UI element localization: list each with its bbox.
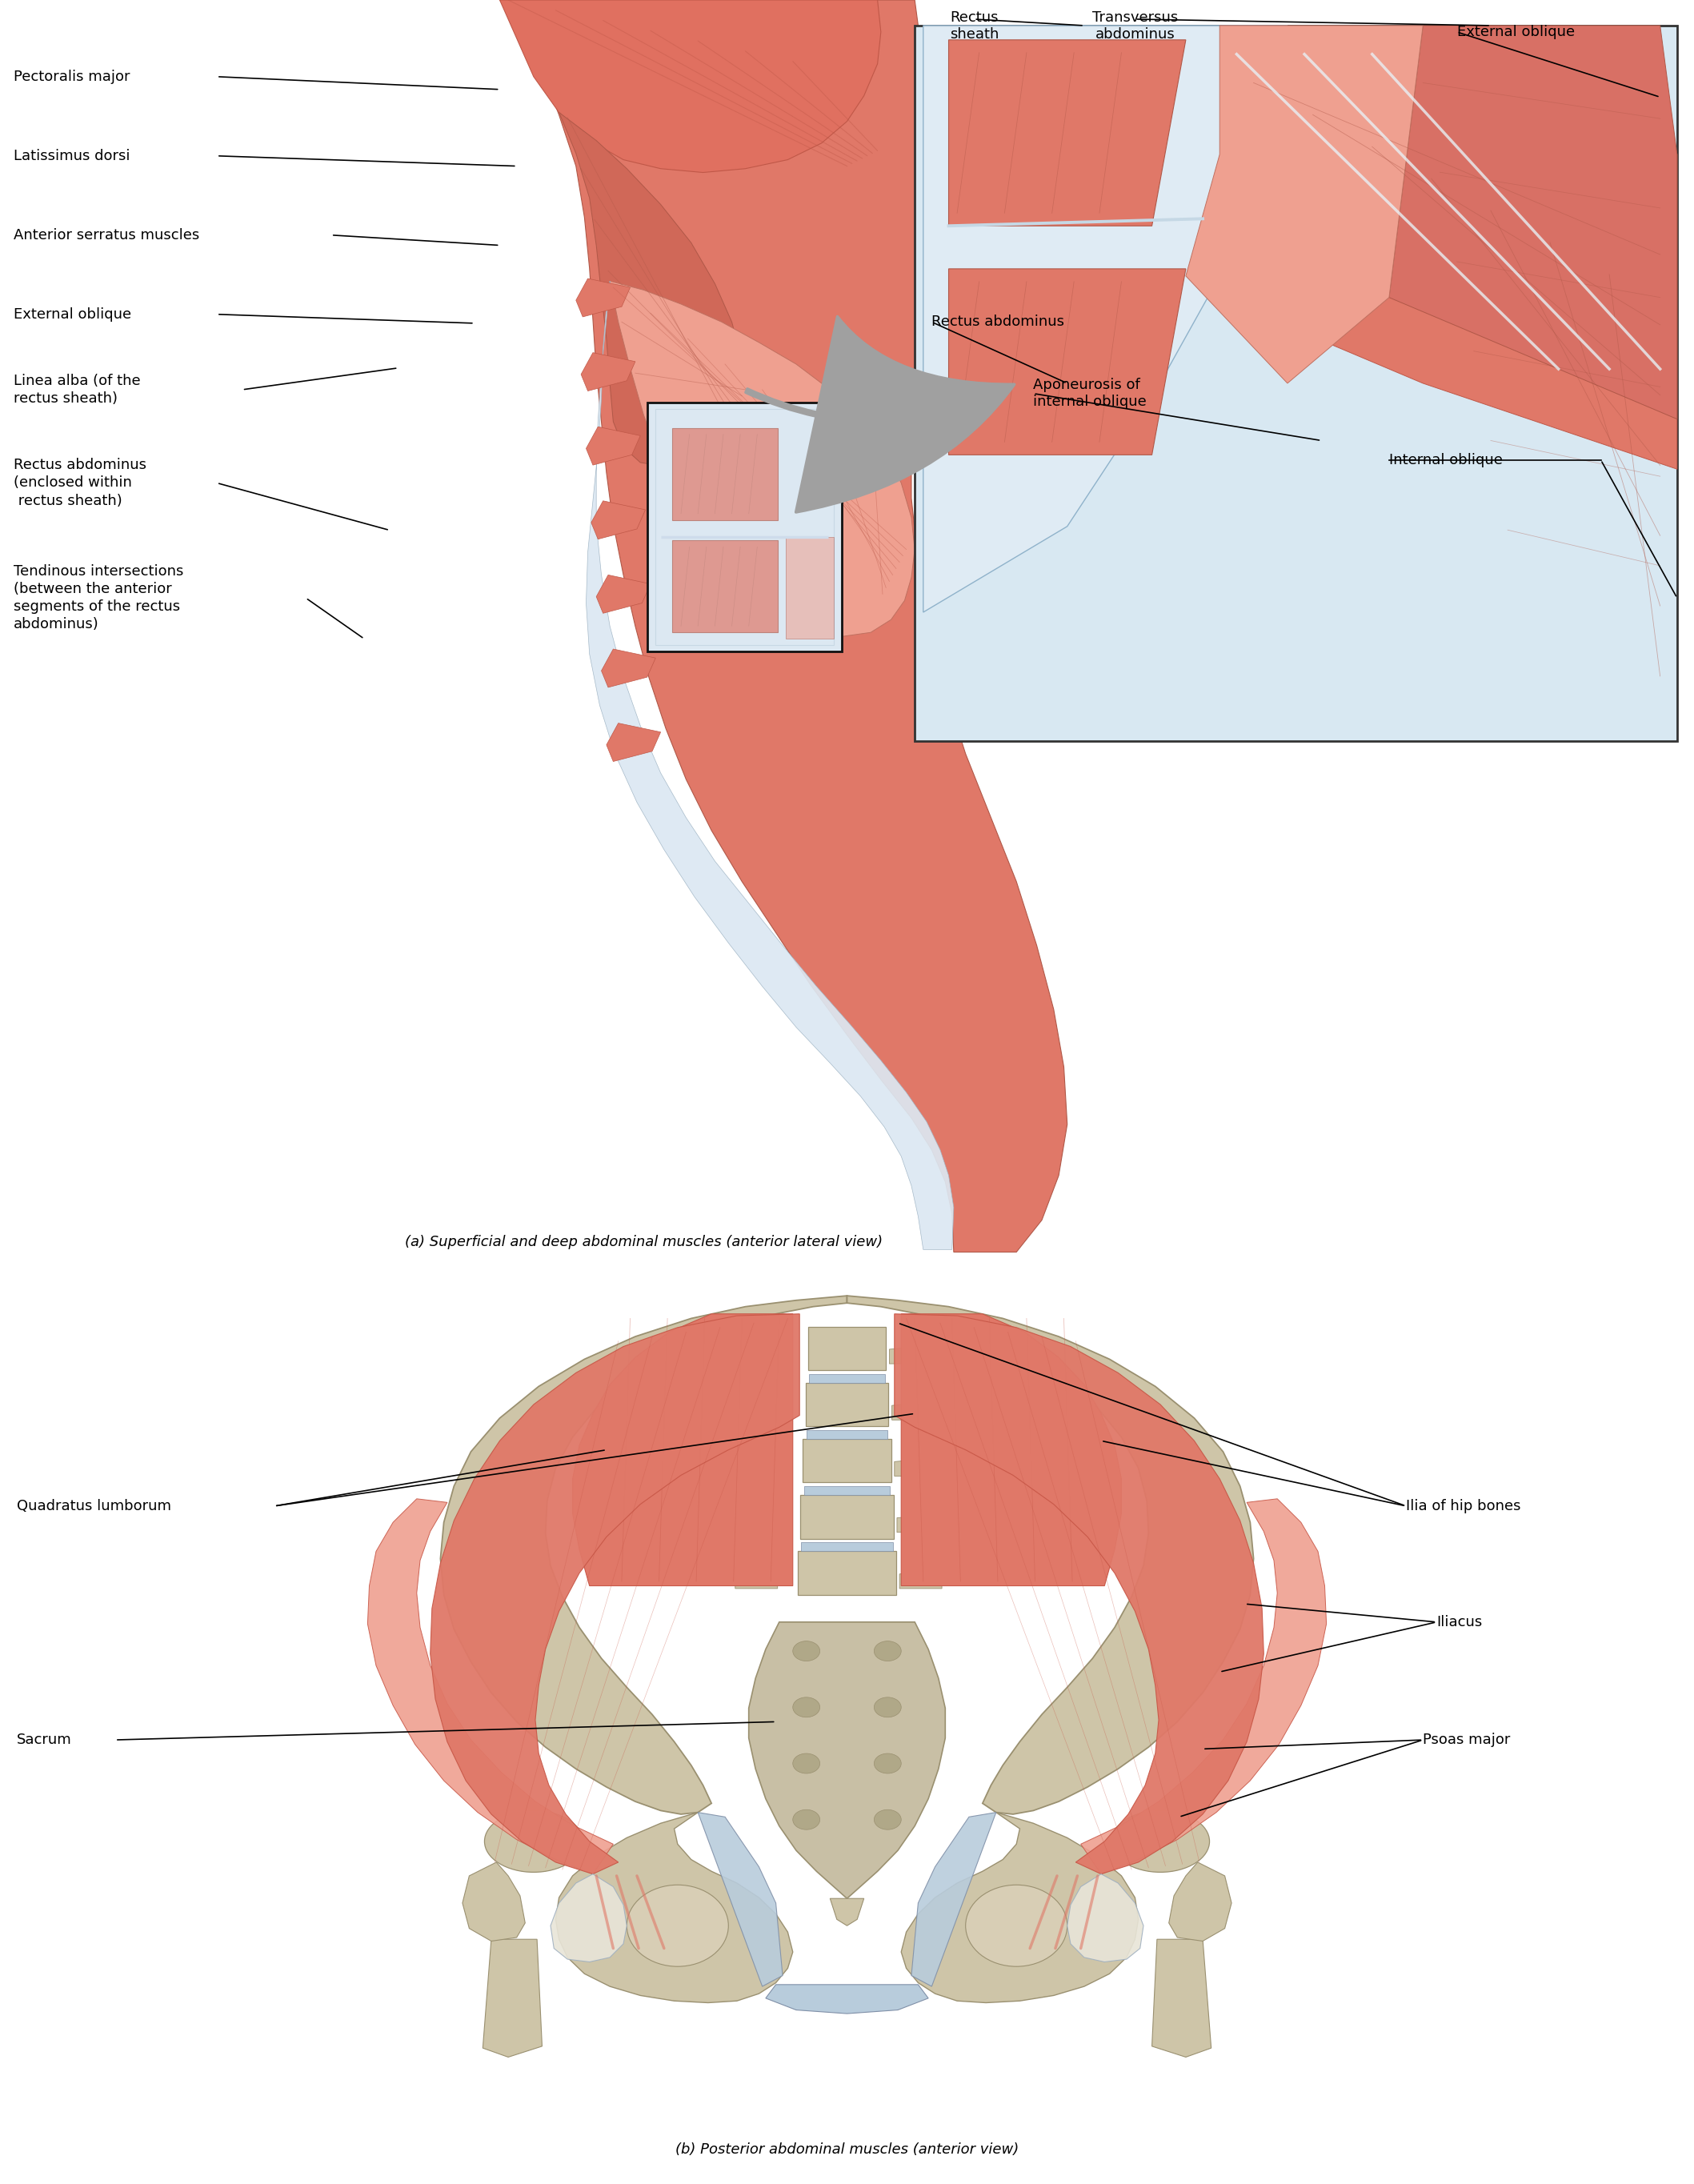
Bar	[647, 402, 842, 651]
Polygon shape	[847, 1295, 1254, 1815]
Polygon shape	[949, 39, 1186, 225]
Polygon shape	[673, 539, 778, 633]
Ellipse shape	[627, 1885, 728, 1966]
Polygon shape	[551, 1874, 627, 1961]
Text: Iliacus: Iliacus	[1437, 1614, 1482, 1629]
Polygon shape	[559, 111, 742, 467]
Bar	[806, 1431, 888, 1439]
Polygon shape	[901, 1813, 1138, 2003]
Ellipse shape	[874, 1754, 901, 1773]
Text: Internal oblique: Internal oblique	[1389, 452, 1503, 467]
Text: Rectus abdominus: Rectus abdominus	[932, 314, 1064, 330]
Polygon shape	[596, 574, 650, 614]
Polygon shape	[440, 1295, 847, 1815]
Text: Latissimus dorsi: Latissimus dorsi	[14, 149, 130, 164]
Polygon shape	[901, 1315, 1121, 1586]
Text: Sacrum: Sacrum	[17, 1732, 71, 1747]
Polygon shape	[656, 408, 833, 644]
Polygon shape	[893, 1402, 935, 1420]
Polygon shape	[766, 1985, 928, 2014]
Polygon shape	[601, 649, 656, 688]
Text: Rectus
sheath: Rectus sheath	[950, 11, 998, 41]
Polygon shape	[898, 1514, 940, 1533]
Text: (b) Posterior abdominal muscles (anterior view): (b) Posterior abdominal muscles (anterio…	[676, 2143, 1018, 2158]
Polygon shape	[749, 1623, 945, 1898]
Polygon shape	[742, 1402, 784, 1420]
Polygon shape	[462, 1863, 525, 1942]
Ellipse shape	[874, 1640, 901, 1662]
Text: External oblique: External oblique	[14, 308, 130, 321]
Polygon shape	[698, 1813, 783, 1987]
Polygon shape	[586, 282, 954, 1249]
Bar	[801, 1542, 893, 1551]
Polygon shape	[923, 26, 1287, 612]
Text: Anterior serratus muscles: Anterior serratus muscles	[14, 227, 200, 242]
Polygon shape	[1067, 1874, 1143, 1961]
Polygon shape	[556, 1813, 793, 2003]
Polygon shape	[737, 1514, 779, 1533]
Bar	[806, 1382, 888, 1426]
Polygon shape	[889, 1345, 932, 1363]
Text: External oblique: External oblique	[1457, 24, 1574, 39]
Ellipse shape	[793, 1697, 820, 1717]
Bar	[803, 1439, 891, 1483]
Polygon shape	[786, 537, 833, 638]
Ellipse shape	[1111, 1811, 1210, 1872]
Ellipse shape	[484, 1811, 583, 1872]
Polygon shape	[581, 352, 635, 391]
Polygon shape	[1169, 1863, 1232, 1942]
Text: (a) Superficial and deep abdominal muscles (anterior lateral view): (a) Superficial and deep abdominal muscl…	[405, 1234, 883, 1249]
Polygon shape	[368, 1498, 613, 1874]
Bar	[800, 1496, 894, 1540]
Ellipse shape	[793, 1640, 820, 1662]
Bar	[915, 26, 1677, 740]
Text: Aponeurosis of
internal oblique: Aponeurosis of internal oblique	[1033, 378, 1147, 408]
Polygon shape	[483, 1939, 542, 2057]
Text: Psoas major: Psoas major	[1423, 1732, 1511, 1747]
Polygon shape	[606, 723, 661, 762]
Polygon shape	[430, 1315, 800, 1874]
Polygon shape	[949, 269, 1186, 454]
Text: Linea alba (of the
rectus sheath): Linea alba (of the rectus sheath)	[14, 373, 141, 406]
Polygon shape	[610, 282, 915, 636]
Polygon shape	[900, 1570, 942, 1588]
Polygon shape	[745, 1345, 788, 1363]
Ellipse shape	[793, 1754, 820, 1773]
Bar	[810, 1374, 884, 1382]
Polygon shape	[500, 0, 881, 173]
Text: Tendinous intersections
(between the anterior
segments of the rectus
abdominus): Tendinous intersections (between the ant…	[14, 563, 183, 631]
Polygon shape	[591, 500, 645, 539]
Polygon shape	[1220, 26, 1677, 470]
Polygon shape	[911, 1813, 996, 1987]
Ellipse shape	[874, 1697, 901, 1717]
Polygon shape	[735, 1570, 778, 1588]
Polygon shape	[500, 0, 1067, 1251]
Bar	[798, 1551, 896, 1594]
Polygon shape	[830, 1898, 864, 1926]
Polygon shape	[586, 426, 640, 465]
Ellipse shape	[966, 1885, 1067, 1966]
Polygon shape	[1186, 26, 1423, 384]
Polygon shape	[647, 402, 842, 651]
Polygon shape	[576, 280, 630, 317]
Text: Pectoralis major: Pectoralis major	[14, 70, 130, 83]
Text: Quadratus lumborum: Quadratus lumborum	[17, 1498, 171, 1514]
Ellipse shape	[793, 1811, 820, 1830]
Polygon shape	[740, 1459, 783, 1476]
Polygon shape	[894, 1459, 937, 1476]
Polygon shape	[1389, 26, 1677, 419]
Polygon shape	[673, 428, 778, 520]
Text: Ilia of hip bones: Ilia of hip bones	[1406, 1498, 1521, 1514]
FancyArrowPatch shape	[745, 317, 1015, 513]
Text: Transversus
abdominus: Transversus abdominus	[1093, 11, 1177, 41]
Polygon shape	[894, 1315, 1264, 1874]
Text: Rectus abdominus
(enclosed within
 rectus sheath): Rectus abdominus (enclosed within rectus…	[14, 459, 146, 509]
Polygon shape	[1152, 1939, 1211, 2057]
Polygon shape	[573, 1315, 793, 1586]
Ellipse shape	[874, 1811, 901, 1830]
Bar	[808, 1326, 886, 1369]
Polygon shape	[1081, 1498, 1326, 1874]
Bar	[803, 1485, 891, 1496]
